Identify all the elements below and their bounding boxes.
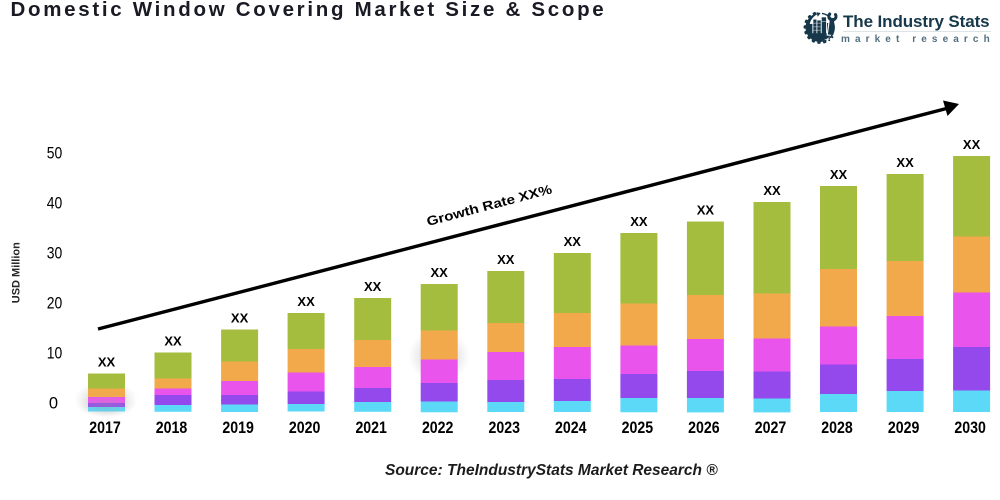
- svg-text:2030: 2030: [954, 419, 986, 437]
- svg-text:XX: XX: [963, 137, 981, 152]
- svg-text:20: 20: [47, 295, 63, 313]
- svg-text:XX: XX: [431, 265, 449, 280]
- svg-text:XX: XX: [98, 355, 116, 370]
- svg-text:XX: XX: [630, 214, 648, 229]
- svg-text:XX: XX: [896, 155, 914, 170]
- svg-text:2026: 2026: [688, 419, 720, 437]
- svg-text:XX: XX: [297, 294, 315, 309]
- svg-text:XX: XX: [830, 167, 848, 182]
- svg-text:2019: 2019: [222, 419, 254, 437]
- svg-text:XX: XX: [231, 311, 249, 326]
- svg-text:XX: XX: [697, 203, 715, 218]
- svg-text:0: 0: [49, 395, 58, 413]
- svg-text:XX: XX: [164, 334, 182, 349]
- svg-text:XX: XX: [763, 183, 781, 198]
- svg-text:2028: 2028: [821, 419, 853, 437]
- svg-text:XX: XX: [364, 279, 382, 294]
- svg-text:30: 30: [47, 245, 63, 263]
- svg-text:XX: XX: [497, 252, 515, 267]
- svg-text:USD Million: USD Million: [11, 242, 23, 303]
- svg-text:40: 40: [47, 195, 63, 213]
- svg-text:2024: 2024: [555, 419, 587, 437]
- svg-text:2020: 2020: [289, 419, 321, 437]
- svg-text:2021: 2021: [355, 419, 387, 437]
- svg-text:2029: 2029: [888, 419, 920, 437]
- svg-text:2027: 2027: [755, 419, 787, 437]
- svg-text:2017: 2017: [89, 419, 121, 437]
- svg-text:XX: XX: [564, 234, 582, 249]
- svg-text:Growth Rate XX%: Growth Rate XX%: [425, 181, 554, 229]
- svg-text:2025: 2025: [622, 419, 654, 437]
- svg-text:2018: 2018: [156, 419, 188, 437]
- svg-text:2022: 2022: [422, 419, 454, 437]
- svg-text:2023: 2023: [489, 419, 521, 437]
- svg-text:10: 10: [47, 345, 63, 363]
- svg-text:50: 50: [47, 145, 63, 163]
